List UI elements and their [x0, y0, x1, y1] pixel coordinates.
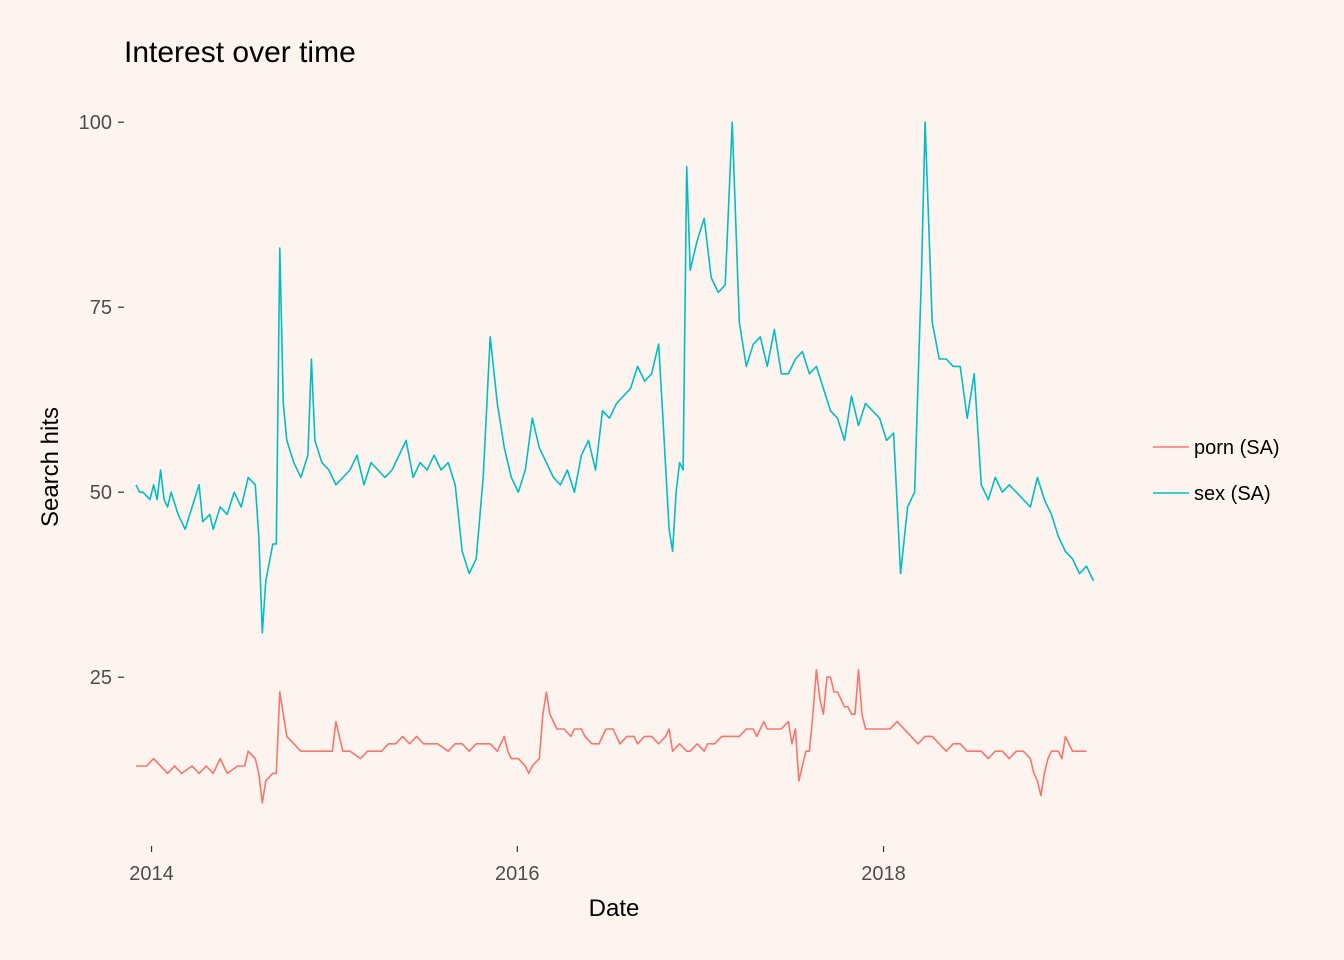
y-tick-label: 100: [79, 112, 112, 134]
y-tick-label: 75: [90, 297, 112, 319]
x-tick-label: 2016: [495, 863, 540, 885]
legend: porn (SA) sex (SA): [1153, 437, 1280, 505]
legend-item: porn (SA): [1153, 437, 1280, 459]
y-tick-label: 25: [90, 667, 112, 689]
series-line-2: [135, 121, 1095, 634]
chart-title: Interest over time: [124, 36, 356, 69]
x-tick-label: 2018: [861, 863, 906, 885]
y-tick-label: 50: [90, 482, 112, 504]
legend-label: sex (SA): [1194, 483, 1271, 505]
y-axis: 25 50 75 100: [79, 112, 124, 689]
legend-item: sex (SA): [1153, 483, 1271, 505]
x-tick-label: 2014: [129, 863, 174, 885]
series-line-1: [136, 669, 1087, 804]
series-layer: [135, 121, 1095, 804]
x-axis-title: Date: [589, 895, 640, 922]
legend-label: porn (SA): [1194, 437, 1280, 459]
x-axis: 2014 2016 2018: [129, 846, 906, 885]
y-axis-title: Search hits: [37, 407, 64, 527]
